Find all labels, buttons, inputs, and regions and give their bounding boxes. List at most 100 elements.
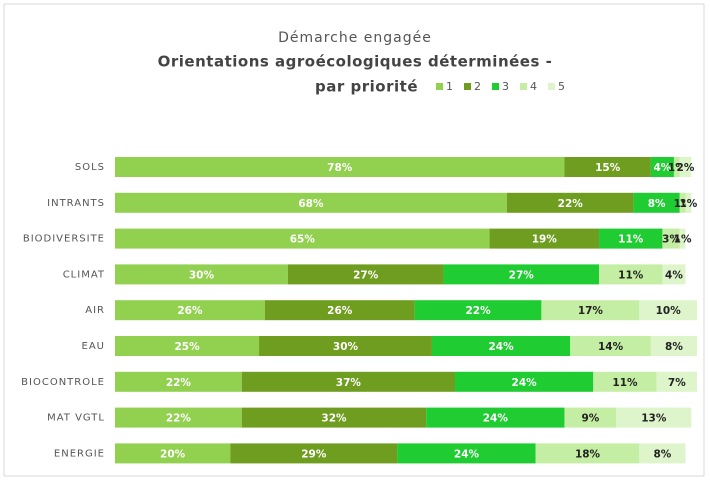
category-label: SOLS	[75, 162, 105, 173]
bar-segment	[639, 300, 697, 321]
bar-segment	[115, 443, 231, 464]
value-label: 1%	[679, 198, 697, 210]
value-label: 14%	[598, 341, 624, 353]
value-label: 17%	[578, 305, 604, 317]
value-label: 24%	[512, 377, 538, 389]
bar-segment	[414, 300, 542, 321]
category-label: MAT VGTL	[47, 413, 105, 424]
legend-swatch	[492, 83, 499, 90]
value-label: 11%	[618, 269, 644, 281]
bar-segment	[679, 192, 686, 213]
legend-swatch	[520, 83, 527, 90]
bar-segment	[287, 264, 444, 285]
value-label: 65%	[290, 234, 316, 246]
bar-segment	[397, 443, 536, 464]
bar-segment	[633, 192, 680, 213]
value-label: 4%	[654, 162, 672, 174]
legend-swatch	[548, 83, 555, 90]
value-label: 22%	[558, 198, 584, 210]
category-label: AIR	[85, 305, 105, 316]
value-label: 27%	[353, 269, 379, 281]
value-label: 24%	[489, 341, 515, 353]
legend-label: 5	[558, 80, 565, 93]
bar-segment	[650, 157, 674, 177]
legend-swatch	[464, 83, 471, 90]
category-label: CLIMAT	[63, 269, 105, 280]
value-label: 26%	[327, 305, 353, 317]
value-label: 9%	[581, 413, 599, 425]
value-label: 4%	[665, 269, 683, 281]
bar-segment	[259, 336, 432, 356]
category-label: BIODIVERSITE	[23, 234, 105, 245]
value-label: 10%	[656, 305, 682, 317]
value-label: 13%	[641, 413, 667, 425]
bar-segment	[454, 371, 594, 392]
bar-segment	[431, 336, 571, 356]
category-label: ENERGIE	[54, 448, 105, 459]
value-label: 22%	[166, 413, 192, 425]
value-label: 30%	[333, 341, 359, 353]
bar-segment	[241, 371, 455, 392]
value-label: 78%	[327, 162, 353, 174]
category-label: INTRANTS	[47, 198, 105, 209]
bar-segment	[679, 228, 686, 249]
chart-title: par priorité	[315, 78, 418, 96]
value-label: 11%	[612, 377, 638, 389]
bar-segment	[650, 336, 697, 356]
value-label: 32%	[321, 413, 347, 425]
legend-label: 3	[502, 80, 509, 93]
bar-segment	[656, 371, 697, 392]
value-label: 8%	[665, 341, 683, 353]
bar-segment	[115, 371, 242, 392]
bar-segment	[443, 264, 600, 285]
bar-segment	[115, 407, 242, 428]
category-label: BIOCONTROLE	[21, 377, 105, 388]
legend-label: 4	[530, 80, 537, 93]
bar-segment	[506, 192, 634, 213]
bar-segment	[662, 228, 680, 249]
bar-segment	[230, 443, 398, 464]
bar-segment	[570, 336, 651, 356]
bar-segment	[115, 264, 288, 285]
value-label: 2%	[677, 162, 695, 174]
value-label: 68%	[298, 198, 324, 210]
bar-segment	[115, 336, 260, 356]
value-label: 19%	[532, 234, 558, 246]
category-label: EAU	[82, 341, 105, 352]
value-label: 8%	[648, 198, 666, 210]
bar-segment	[564, 157, 651, 177]
bar-segment	[535, 443, 640, 464]
value-label: 18%	[575, 448, 601, 460]
bar-segment	[616, 407, 692, 428]
bar-segment	[662, 264, 686, 285]
bar-segment	[115, 300, 265, 321]
value-label: 27%	[509, 269, 535, 281]
bar-segment	[599, 228, 663, 249]
value-label: 37%	[336, 377, 362, 389]
value-label: 22%	[166, 377, 192, 389]
value-label: 7%	[668, 377, 686, 389]
value-label: 30%	[189, 269, 215, 281]
value-label: 1%	[674, 234, 692, 246]
bar-segment	[241, 407, 427, 428]
bar-segment	[264, 300, 415, 321]
bar-segment	[673, 157, 680, 177]
bar-segment	[679, 157, 692, 177]
value-label: 25%	[174, 341, 200, 353]
legend-label: 2	[474, 80, 481, 93]
chart-title: Orientations agroécologiques déterminées…	[158, 53, 553, 71]
value-label: 15%	[595, 162, 621, 174]
value-label: 24%	[454, 448, 480, 460]
bar-segment	[639, 443, 686, 464]
bar-segment	[541, 300, 640, 321]
legend-label: 1	[446, 80, 453, 93]
value-label: 29%	[301, 448, 327, 460]
value-label: 3%	[662, 234, 680, 246]
bar-segment	[115, 192, 507, 213]
bar-segment	[426, 407, 565, 428]
legend-swatch	[436, 83, 443, 90]
bar-segment	[685, 192, 692, 213]
value-label: 26%	[177, 305, 203, 317]
